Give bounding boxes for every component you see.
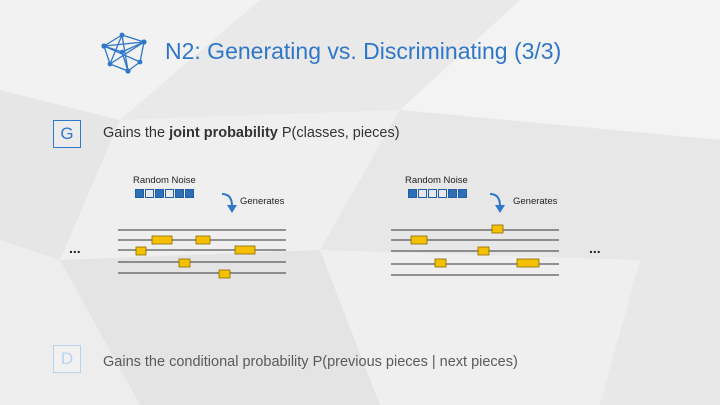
noise-vector xyxy=(408,189,468,198)
random-noise-label: Random Noise xyxy=(405,175,468,186)
note xyxy=(434,258,447,268)
noise-vector xyxy=(135,189,195,198)
noise-cell xyxy=(458,189,467,198)
curved-arrow-down-icon xyxy=(221,193,237,213)
note xyxy=(477,246,490,256)
noise-cell xyxy=(448,189,457,198)
noise-cell xyxy=(135,189,144,198)
ellipsis-left: ... xyxy=(69,240,81,256)
noise-cell xyxy=(155,189,164,198)
curved-arrow-down-icon xyxy=(489,193,505,213)
discriminative-badge: D xyxy=(53,345,81,373)
generative-description: Gains the joint probability P(classes, p… xyxy=(103,125,400,141)
noise-cell xyxy=(418,189,427,198)
note xyxy=(178,258,191,268)
note xyxy=(234,245,256,255)
noise-cell xyxy=(438,189,447,198)
note xyxy=(195,235,211,245)
noise-cell xyxy=(428,189,437,198)
noise-cell xyxy=(145,189,154,198)
ellipsis-right: ... xyxy=(589,240,601,256)
discriminative-description: Gains the conditional probability P(prev… xyxy=(103,354,518,370)
piano-roll xyxy=(391,224,559,276)
note xyxy=(151,235,173,245)
generates-label: Generates xyxy=(513,196,558,207)
network-graph-icon xyxy=(101,32,147,74)
joint-probability-term: joint probability xyxy=(169,125,278,141)
page-title: N2: Generating vs. Discriminating (3/3) xyxy=(165,38,562,64)
piano-roll xyxy=(118,229,286,279)
generates-label: Generates xyxy=(240,196,285,207)
note xyxy=(491,224,504,234)
noise-cell xyxy=(185,189,194,198)
noise-cell xyxy=(408,189,417,198)
note xyxy=(516,258,540,268)
noise-cell xyxy=(175,189,184,198)
note xyxy=(218,269,231,279)
noise-cell xyxy=(165,189,174,198)
note xyxy=(135,246,147,256)
generative-badge: G xyxy=(53,120,81,148)
random-noise-label: Random Noise xyxy=(133,175,196,186)
note xyxy=(410,235,428,245)
